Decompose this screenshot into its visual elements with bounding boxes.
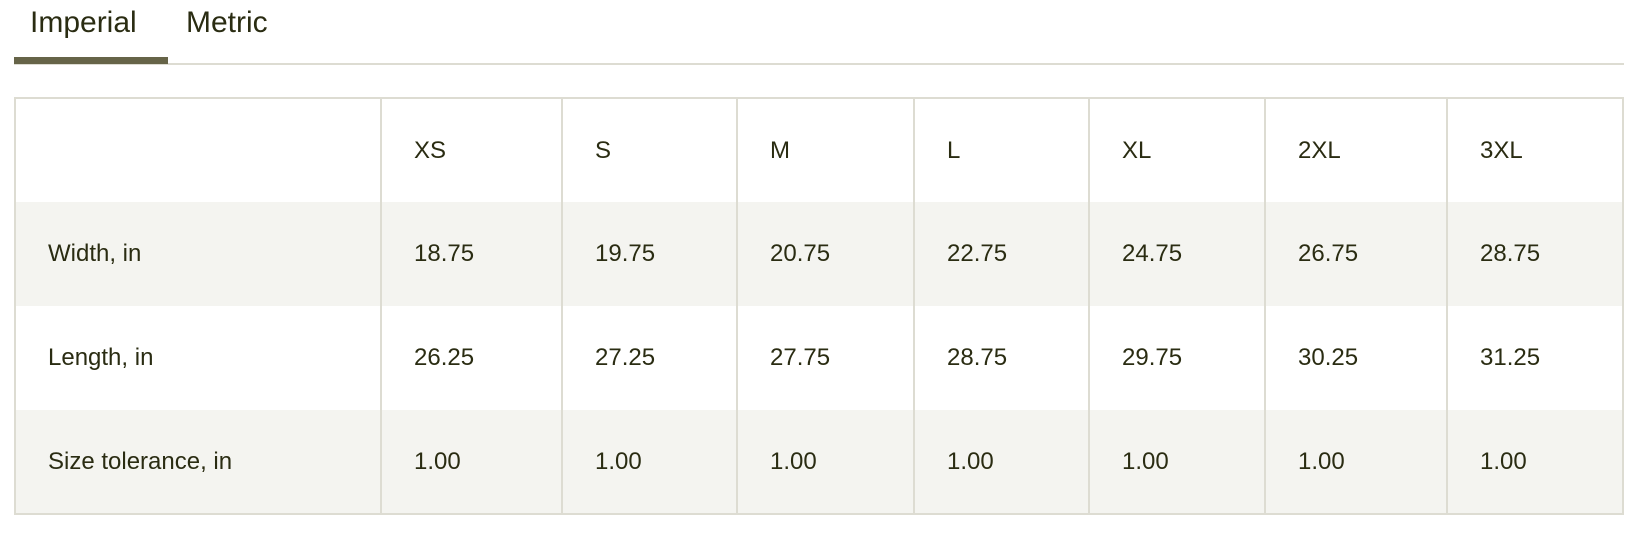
- header-cell: M: [736, 98, 914, 202]
- table-cell: 1.00: [380, 410, 562, 514]
- table-row-size-tolerance: Size tolerance, in 1.00 1.00 1.00 1.00 1…: [15, 410, 1623, 514]
- table-cell: 22.75: [913, 202, 1089, 306]
- active-tab-indicator: [14, 57, 168, 64]
- header-cell: 2XL: [1264, 98, 1447, 202]
- table-cell: 1.00: [1088, 410, 1265, 514]
- table-cell: 31.25: [1446, 306, 1623, 410]
- table-cell: 26.25: [380, 306, 562, 410]
- table-cell: 1.00: [1446, 410, 1623, 514]
- header-cell: XL: [1088, 98, 1265, 202]
- table-cell: 24.75: [1088, 202, 1265, 306]
- row-label: Width, in: [15, 202, 381, 306]
- table-cell: 20.75: [736, 202, 914, 306]
- size-chart-table: XS S M L XL 2XL 3XL Width, in 18.75 19.7…: [14, 97, 1624, 515]
- table-cell: 1.00: [736, 410, 914, 514]
- row-label: Size tolerance, in: [15, 410, 381, 514]
- table-cell: 1.00: [1264, 410, 1447, 514]
- table-cell: 19.75: [561, 202, 737, 306]
- table-cell: 27.25: [561, 306, 737, 410]
- table-cell: 28.75: [1446, 202, 1623, 306]
- table-row-length: Length, in 26.25 27.25 27.75 28.75 29.75…: [15, 306, 1623, 410]
- row-label: Length, in: [48, 344, 154, 371]
- unit-tabs: Imperial Metric: [14, 0, 1624, 65]
- header-cell: 3XL: [1446, 98, 1623, 202]
- header-cell: L: [913, 98, 1089, 202]
- tab-metric[interactable]: Metric: [186, 6, 268, 39]
- table-cell: 28.75: [913, 306, 1089, 410]
- table-cell: 1.00: [913, 410, 1089, 514]
- table-cell: 1.00: [561, 410, 737, 514]
- table-cell: 29.75: [1088, 306, 1265, 410]
- table-cell: 18.75: [380, 202, 562, 306]
- table-header-row: XS S M L XL 2XL 3XL: [15, 98, 1623, 202]
- header-cell: S: [561, 98, 737, 202]
- header-cell-empty: [15, 98, 381, 202]
- header-cell: XS: [380, 98, 562, 202]
- table-cell: 26.75: [1264, 202, 1447, 306]
- table-row-width: Width, in 18.75 19.75 20.75 22.75 24.75 …: [15, 202, 1623, 306]
- tab-imperial[interactable]: Imperial: [30, 6, 137, 39]
- table-cell: 27.75: [736, 306, 914, 410]
- table-cell: 30.25: [1264, 306, 1447, 410]
